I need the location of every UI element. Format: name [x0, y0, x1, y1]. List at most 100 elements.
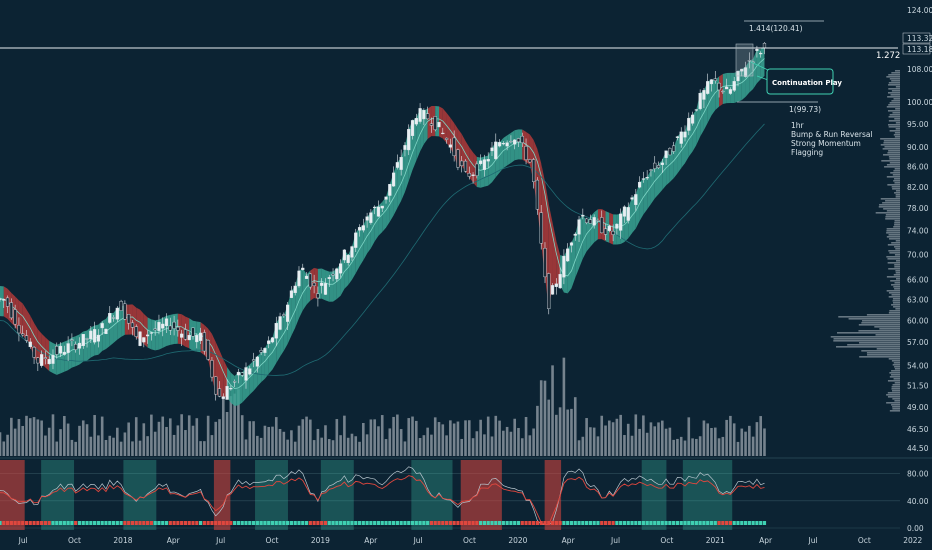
volume-bar — [282, 431, 286, 456]
volume-profile-bar — [887, 392, 900, 394]
volume-profile-bar — [883, 142, 900, 144]
continuation-play-callout[interactable] — [766, 68, 834, 95]
x-tick-label: Jul — [413, 536, 423, 545]
osc-signal-cell — [320, 521, 324, 525]
osc-signal-cell — [494, 521, 498, 525]
x-tick-label: Jul — [18, 536, 28, 545]
osc-signal-cell — [399, 521, 403, 525]
candle-body — [221, 396, 225, 399]
candle-body — [558, 274, 562, 289]
osc-signal-cell — [346, 521, 350, 525]
volume-profile-bar — [893, 134, 900, 136]
y-tick-label: 51.50 — [907, 382, 929, 391]
volume-bar — [396, 414, 399, 456]
volume-bar — [589, 427, 592, 456]
volume-bar — [221, 395, 225, 456]
candle-body — [172, 321, 176, 329]
volume-bar — [649, 422, 653, 456]
osc-regime-zone — [641, 460, 667, 530]
osc-line-fast — [0, 466, 765, 525]
volume-bar — [40, 420, 43, 456]
osc-signal-cell — [755, 521, 759, 525]
volume-bar — [422, 435, 426, 456]
osc-signal-cell — [675, 521, 680, 525]
volume-bar — [634, 414, 638, 456]
volume-bar — [532, 428, 535, 456]
volume-profile-bar — [893, 180, 900, 182]
volume-bar — [214, 421, 218, 456]
osc-regime-zone — [255, 460, 288, 530]
candle-body — [244, 367, 248, 381]
trend-band-segment — [314, 267, 318, 300]
candle-body — [607, 225, 611, 231]
osc-signal-cell — [566, 521, 570, 525]
candle-body — [641, 178, 645, 180]
y-tick-label: 49.00 — [907, 403, 929, 412]
osc-signal-cell — [706, 521, 710, 525]
osc-signal-cell — [229, 521, 233, 525]
osc-signal-cell — [5, 521, 10, 525]
trend-band-segment — [0, 286, 4, 317]
volume-profile-bar — [886, 76, 900, 78]
candle-body — [286, 304, 290, 322]
osc-signal-cell — [70, 521, 74, 525]
candle-body — [516, 138, 521, 143]
osc-signal-cell — [89, 521, 93, 525]
candle-body — [740, 68, 744, 72]
volume-bar — [309, 419, 312, 456]
candle-body — [55, 346, 59, 355]
volume-bar — [380, 415, 384, 456]
volume-profile-bar — [892, 302, 900, 304]
volume-profile-bar — [894, 382, 900, 384]
x-tick-label: Apr — [562, 536, 576, 545]
candle-body — [388, 184, 392, 196]
candle-body — [479, 160, 483, 164]
volume-profile-bar — [884, 146, 900, 148]
volume-bar — [195, 418, 199, 456]
osc-signal-cell — [134, 521, 138, 525]
candle-body — [547, 273, 551, 310]
volume-profile-bar — [886, 394, 900, 396]
volume-bar — [66, 423, 70, 456]
volume-profile-bar — [894, 132, 900, 134]
volume-profile-bar — [888, 150, 900, 152]
candle-body — [456, 149, 460, 168]
volume-profile-bar — [893, 226, 900, 228]
candle-body — [346, 255, 350, 263]
candle-body — [123, 303, 127, 320]
continuation-play-label: Continuation Play — [772, 79, 842, 87]
osc-signal-cell — [43, 521, 48, 525]
volume-bar — [206, 415, 210, 456]
volume-bar — [153, 431, 157, 456]
volume-bar — [759, 416, 762, 456]
candle-body — [664, 150, 668, 158]
volume-bar — [320, 437, 323, 456]
volume-profile-bar — [895, 272, 900, 274]
osc-signal-cell — [301, 521, 305, 525]
volume-bar — [369, 419, 373, 456]
note-line-3: Strong Momentum — [791, 139, 861, 148]
y-tick-label: 113.18 — [907, 45, 932, 54]
osc-signal-cell — [172, 521, 176, 525]
y-tick-label: 90.00 — [907, 143, 929, 152]
candle-body — [5, 297, 10, 307]
note-line-1: 1hr — [791, 121, 805, 130]
candle-body — [759, 52, 763, 55]
volume-bar — [740, 428, 744, 456]
osc-signal-cell — [339, 521, 343, 525]
candle-body — [47, 359, 51, 365]
candle-body — [58, 345, 63, 354]
volume-bar — [403, 441, 407, 456]
volume-bar — [729, 415, 732, 456]
osc-signal-cell — [270, 521, 275, 525]
candle-body — [675, 136, 680, 138]
osc-signal-cell — [210, 521, 214, 525]
trend-band-segment — [556, 240, 561, 286]
candle-body — [297, 270, 301, 287]
candle-body — [762, 42, 767, 48]
volume-profile-bar — [894, 70, 900, 72]
osc-signal-cell — [611, 521, 615, 525]
osc-signal-cell — [410, 521, 415, 525]
osc-signal-cell — [357, 521, 362, 525]
